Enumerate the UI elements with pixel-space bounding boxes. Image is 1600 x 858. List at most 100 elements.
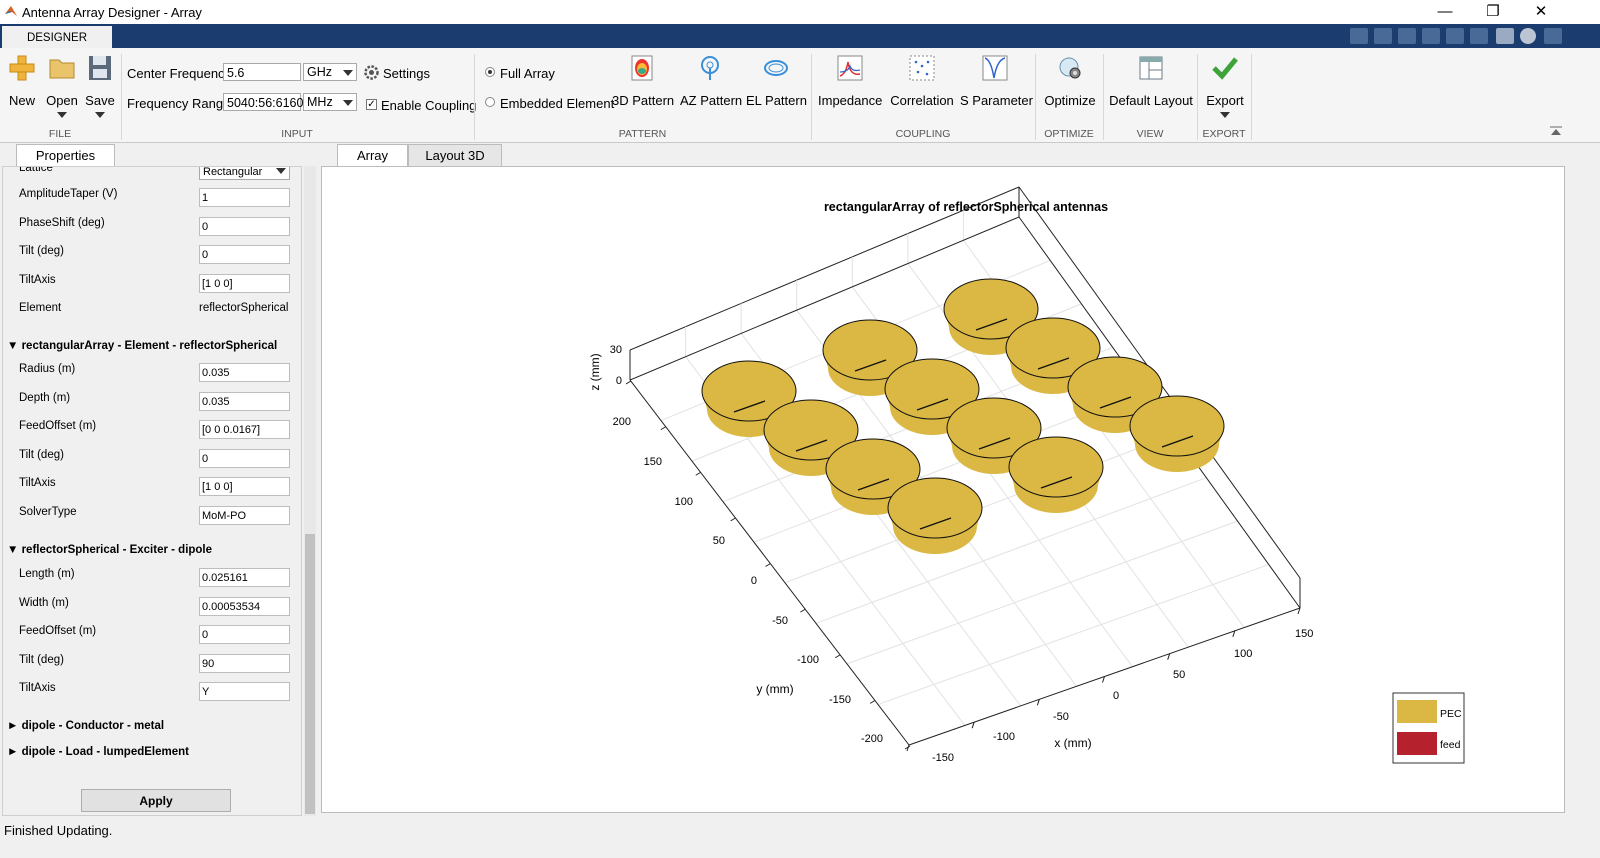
group-optimize-label: OPTIMIZE [1044,128,1094,140]
quick-cut-icon[interactable] [1374,28,1392,44]
tab-properties[interactable]: Properties [16,144,115,166]
quick-redo-icon[interactable] [1470,28,1488,44]
center-frequency-unit-select[interactable]: GHz [303,63,357,81]
save-button[interactable]: Save [83,54,117,124]
frequency-range-unit-select[interactable]: MHz [303,93,357,111]
embedded-element-label: Embedded Element [500,96,615,111]
depth-input[interactable]: 0.035 [199,392,290,411]
default-layout-button[interactable]: Default Layout [1108,54,1194,114]
array-tilt-input[interactable]: 0 [199,245,290,264]
status-text: Finished Updating. [4,823,113,838]
lattice-select[interactable]: Rectangular [199,167,290,180]
section-element-header[interactable]: ▼ rectangularArray - Element - reflector… [7,340,278,352]
restore-button[interactable]: ❐ [1486,3,1500,20]
correlation-plot-icon [909,55,935,81]
section-load-title: dipole - Load - lumpedElement [21,746,189,758]
collapse-ribbon-icon[interactable] [1550,126,1562,136]
width-input[interactable]: 0.00053534 [199,597,290,616]
section-load-header[interactable]: ► dipole - Load - lumpedElement [7,746,189,758]
prop-label: AmplitudeTaper (V) [19,188,118,200]
properties-scrollbar[interactable] [304,166,316,816]
minimize-button[interactable]: — [1437,3,1453,20]
embedded-element-radio[interactable] [485,97,495,107]
plot-area[interactable]: rectangularArray of reflectorSpherical a… [321,166,1565,813]
array-tilt-axis-input[interactable]: [1 0 0] [199,274,290,293]
z-axis-label: z (mm) [588,353,602,390]
x-axis-label: x (mm) [1054,736,1091,750]
separator [1251,54,1252,140]
element-tilt-axis-input[interactable]: [1 0 0] [199,477,290,496]
reflector-rim [701,360,797,422]
lattice-label: Lattice [19,166,53,174]
exciter-tilt-input[interactable]: 90 [199,654,290,673]
close-button[interactable]: ✕ [1534,3,1548,20]
y-tick [625,380,632,385]
reflector-element [1129,395,1225,472]
quick-save-icon[interactable] [1350,28,1368,44]
el-pattern-button[interactable]: EL Pattern [746,54,807,114]
element-tilt-input[interactable]: 0 [199,449,290,468]
legend-label-feed: feed [1440,739,1461,751]
3d-pattern-label: 3D Pattern [612,93,675,108]
prop-label: PhaseShift (deg) [19,217,105,229]
default-layout-label: Default Layout [1109,93,1193,108]
full-array-radio[interactable] [485,67,495,77]
3d-pattern-button[interactable]: 3D Pattern [612,54,675,114]
plot-legend: PEC feed [1392,692,1465,764]
title-bar: Antenna Array Designer - Array — ❐ ✕ [0,0,1600,24]
solver-type-input[interactable]: MoM-PO [199,506,290,525]
chevron-down-icon [276,168,286,174]
center-frequency-label: Center Frequency [127,66,232,81]
frequency-range-unit: MHz [307,95,333,109]
correlation-button[interactable]: Correlation [889,54,955,114]
quick-window-icon[interactable] [1496,28,1514,44]
optimize-button[interactable]: Optimize [1040,54,1100,114]
center-frequency-unit: GHz [307,65,332,79]
tab-layout-3d[interactable]: Layout 3D [408,144,502,166]
y-axis-label: y (mm) [756,682,793,696]
section-exciter-header[interactable]: ▼ reflectorSpherical - Exciter - dipole [7,544,213,556]
reflector-element [943,278,1039,355]
group-view-label: VIEW [1136,128,1164,140]
array-3d-plot[interactable]: rectangularArray of reflectorSpherical a… [322,167,1564,812]
quick-paste-icon[interactable] [1422,28,1440,44]
amplitude-taper-input[interactable]: 1 [199,188,290,207]
reflector-rim [943,278,1039,340]
az-pattern-button[interactable]: AZ Pattern [680,54,742,114]
tab-array[interactable]: Array [337,144,408,166]
x-tick [1102,676,1105,683]
quick-copy-icon[interactable] [1398,28,1416,44]
new-button[interactable]: New [4,54,40,114]
y-tick-label: 50 [713,535,725,547]
element-feed-offset-input[interactable]: [0 0 0.0167] [199,420,290,439]
radius-input[interactable]: 0.035 [199,363,290,382]
quick-menu-icon[interactable] [1544,28,1562,44]
prop-label: Width (m) [19,597,69,609]
length-input[interactable]: 0.025161 [199,568,290,587]
y-tick-label: -50 [772,615,788,627]
impedance-button[interactable]: Impedance [818,54,882,114]
y-tick [834,654,841,659]
exciter-feed-offset-input[interactable]: 0 [199,625,290,644]
export-button[interactable]: Export [1202,54,1248,124]
enable-coupling-label: Enable Coupling [381,98,477,113]
separator [121,54,122,140]
prop-label: TiltAxis [19,274,56,286]
apply-button[interactable]: Apply [81,789,231,812]
impedance-label: Impedance [818,93,883,108]
section-conductor-header[interactable]: ► dipole - Conductor - metal [7,720,165,732]
s-parameter-button[interactable]: S Parameter [960,54,1033,114]
element-label: Element [19,302,62,314]
tab-designer[interactable]: DESIGNER [2,26,112,48]
open-button[interactable]: Open [44,54,80,124]
scrollbar-thumb[interactable] [305,534,315,814]
help-icon[interactable] [1520,28,1536,44]
frequency-range-input[interactable]: 5040:56:6160 [223,93,303,111]
enable-coupling-checkbox[interactable]: ✓ [366,99,377,110]
y-tick-label: 100 [675,496,693,508]
x-tick-label: 100 [1234,648,1252,660]
phase-shift-input[interactable]: 0 [199,217,290,236]
exciter-tilt-axis-input[interactable]: Y [199,682,290,701]
quick-undo-icon[interactable] [1446,28,1464,44]
center-frequency-input[interactable]: 5.6 [223,63,301,81]
